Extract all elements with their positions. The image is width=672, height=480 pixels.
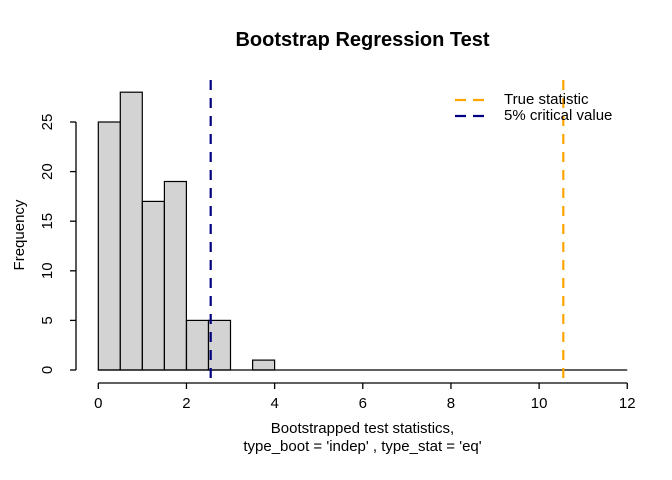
y-tick-label: 15	[39, 213, 56, 230]
legend-label: 5% critical value	[504, 107, 613, 124]
legend: True statistic 5% critical value	[455, 91, 613, 124]
legend-item: True statistic	[455, 91, 612, 108]
x-tick-label: 2	[182, 395, 190, 412]
histogram-bar	[252, 359, 276, 371]
legend-label: True statistic	[504, 91, 589, 108]
y-tick-label: 20	[39, 163, 56, 180]
legend-line-icon	[455, 114, 491, 117]
x-axis-label: Bootstrapped test statistics, type_boot …	[98, 420, 627, 456]
histogram-bar	[207, 319, 232, 371]
histogram-bar	[141, 200, 165, 371]
legend-line-icon	[455, 98, 491, 101]
y-axis-label: Frequency	[11, 199, 28, 271]
x-tick-label: 12	[619, 395, 636, 412]
y-tick-label: 0	[39, 366, 56, 374]
histogram-bar	[119, 91, 143, 371]
y-tick-label: 10	[39, 262, 56, 279]
x-axis-label-line1: Bootstrapped test statistics,	[270, 420, 455, 437]
legend-item: 5% critical value	[455, 107, 613, 124]
x-tick-label: 4	[270, 395, 278, 412]
x-tick-label: 8	[447, 395, 455, 412]
histogram-bar	[163, 180, 187, 371]
chart-title: Bootstrap Regression Test	[235, 29, 490, 51]
x-tick-label: 6	[359, 395, 367, 412]
y-tick-label: 25	[39, 114, 56, 131]
x-tick-label: 10	[531, 395, 548, 412]
histogram-bar	[97, 121, 121, 371]
y-tick-label: 5	[39, 316, 56, 324]
x-axis-label-line2: type_boot = 'indep' , type_stat = 'eq'	[243, 438, 482, 455]
histogram-bar	[185, 319, 210, 371]
x-tick-label: 0	[94, 395, 102, 412]
